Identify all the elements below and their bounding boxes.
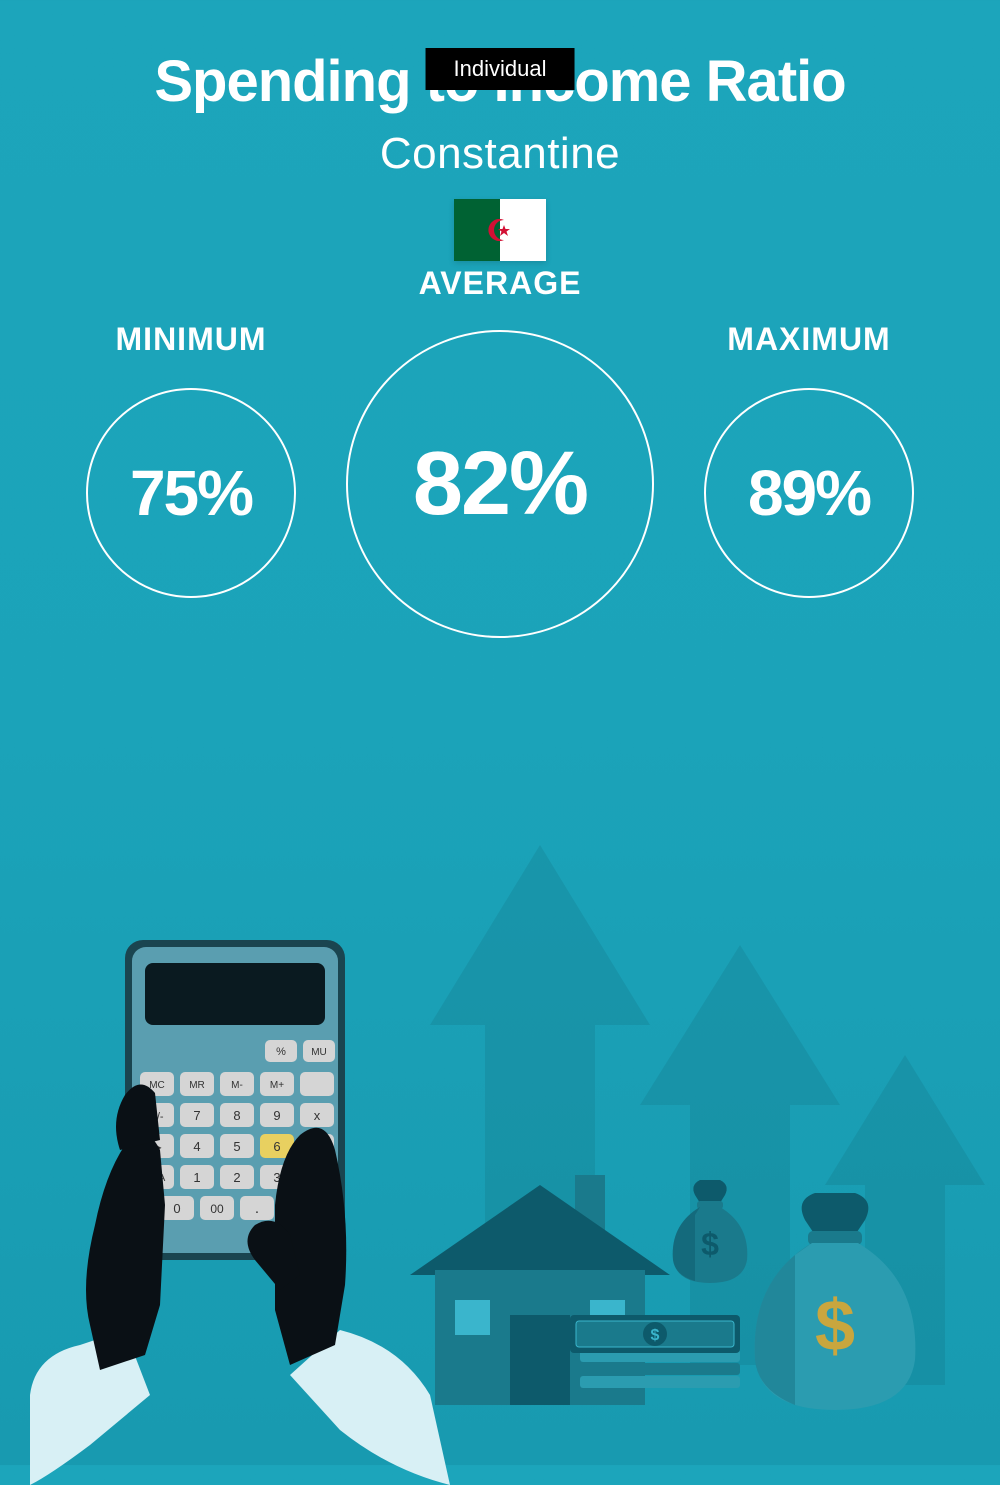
svg-text:$: $ bbox=[651, 1327, 660, 1344]
stat-average: AVERAGE 82% bbox=[346, 321, 654, 638]
money-bag-icon: $ bbox=[740, 1185, 930, 1415]
stat-minimum-label: MINIMUM bbox=[116, 321, 267, 358]
stat-maximum-value: 89% bbox=[748, 456, 870, 530]
stat-maximum-circle: 89% bbox=[704, 388, 914, 598]
country-flag bbox=[454, 199, 546, 261]
stat-minimum: MINIMUM 75% bbox=[86, 321, 296, 598]
decorative-illustration: $ $ $ % MU MC MR M- M+ +/- 7 8 9 bbox=[0, 845, 1000, 1465]
stat-maximum-label: MAXIMUM bbox=[727, 321, 890, 358]
location-subtitle: Constantine bbox=[0, 129, 1000, 179]
svg-text:$: $ bbox=[701, 1226, 719, 1262]
stat-average-label: AVERAGE bbox=[419, 265, 582, 302]
stat-maximum: MAXIMUM 89% bbox=[704, 321, 914, 598]
stats-row: MINIMUM 75% AVERAGE 82% MAXIMUM 89% bbox=[0, 321, 1000, 638]
money-stack-icon: $ bbox=[570, 1275, 750, 1395]
hands-icon bbox=[30, 975, 450, 1485]
category-badge: Individual bbox=[426, 48, 575, 90]
svg-text:$: $ bbox=[815, 1286, 855, 1366]
flag-emblem-icon bbox=[484, 214, 516, 246]
stat-minimum-value: 75% bbox=[130, 456, 252, 530]
stat-minimum-circle: 75% bbox=[86, 388, 296, 598]
stat-average-circle: 82% bbox=[346, 330, 654, 638]
stat-average-value: 82% bbox=[413, 433, 587, 536]
